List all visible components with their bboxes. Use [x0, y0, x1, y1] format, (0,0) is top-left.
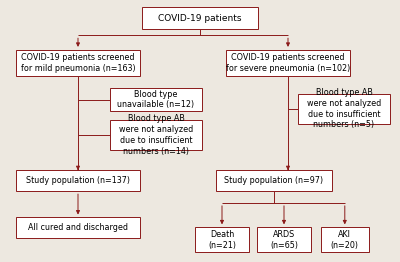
- FancyBboxPatch shape: [16, 50, 140, 76]
- FancyBboxPatch shape: [110, 120, 202, 150]
- FancyBboxPatch shape: [16, 217, 140, 238]
- Text: COVID-19 patients screened
for severe pneumonia (n=102): COVID-19 patients screened for severe pn…: [226, 53, 350, 73]
- Text: Death
(n=21): Death (n=21): [208, 230, 236, 250]
- FancyBboxPatch shape: [195, 227, 249, 252]
- Text: COVID-19 patients screened
for mild pneumonia (n=163): COVID-19 patients screened for mild pneu…: [21, 53, 135, 73]
- Text: Blood type
unavailable (n=12): Blood type unavailable (n=12): [118, 90, 194, 110]
- FancyBboxPatch shape: [142, 7, 258, 30]
- FancyBboxPatch shape: [298, 94, 390, 124]
- Text: All cured and discharged: All cured and discharged: [28, 223, 128, 232]
- FancyBboxPatch shape: [216, 170, 332, 191]
- Text: Study population (n=97): Study population (n=97): [224, 176, 324, 185]
- Text: Study population (n=137): Study population (n=137): [26, 176, 130, 185]
- FancyBboxPatch shape: [16, 170, 140, 191]
- Text: Blood type AB
were not analyzed
due to insufficient
numbers (n=14): Blood type AB were not analyzed due to i…: [119, 114, 193, 156]
- Text: ARDS
(n=65): ARDS (n=65): [270, 230, 298, 250]
- Text: COVID-19 patients: COVID-19 patients: [158, 14, 242, 23]
- Text: AKI
(n=20): AKI (n=20): [331, 230, 359, 250]
- FancyBboxPatch shape: [110, 89, 202, 111]
- FancyBboxPatch shape: [321, 227, 369, 252]
- FancyBboxPatch shape: [226, 50, 350, 76]
- FancyBboxPatch shape: [257, 227, 311, 252]
- Text: Blood type AB
were not analyzed
due to insufficient
numbers (n=5): Blood type AB were not analyzed due to i…: [307, 88, 381, 129]
